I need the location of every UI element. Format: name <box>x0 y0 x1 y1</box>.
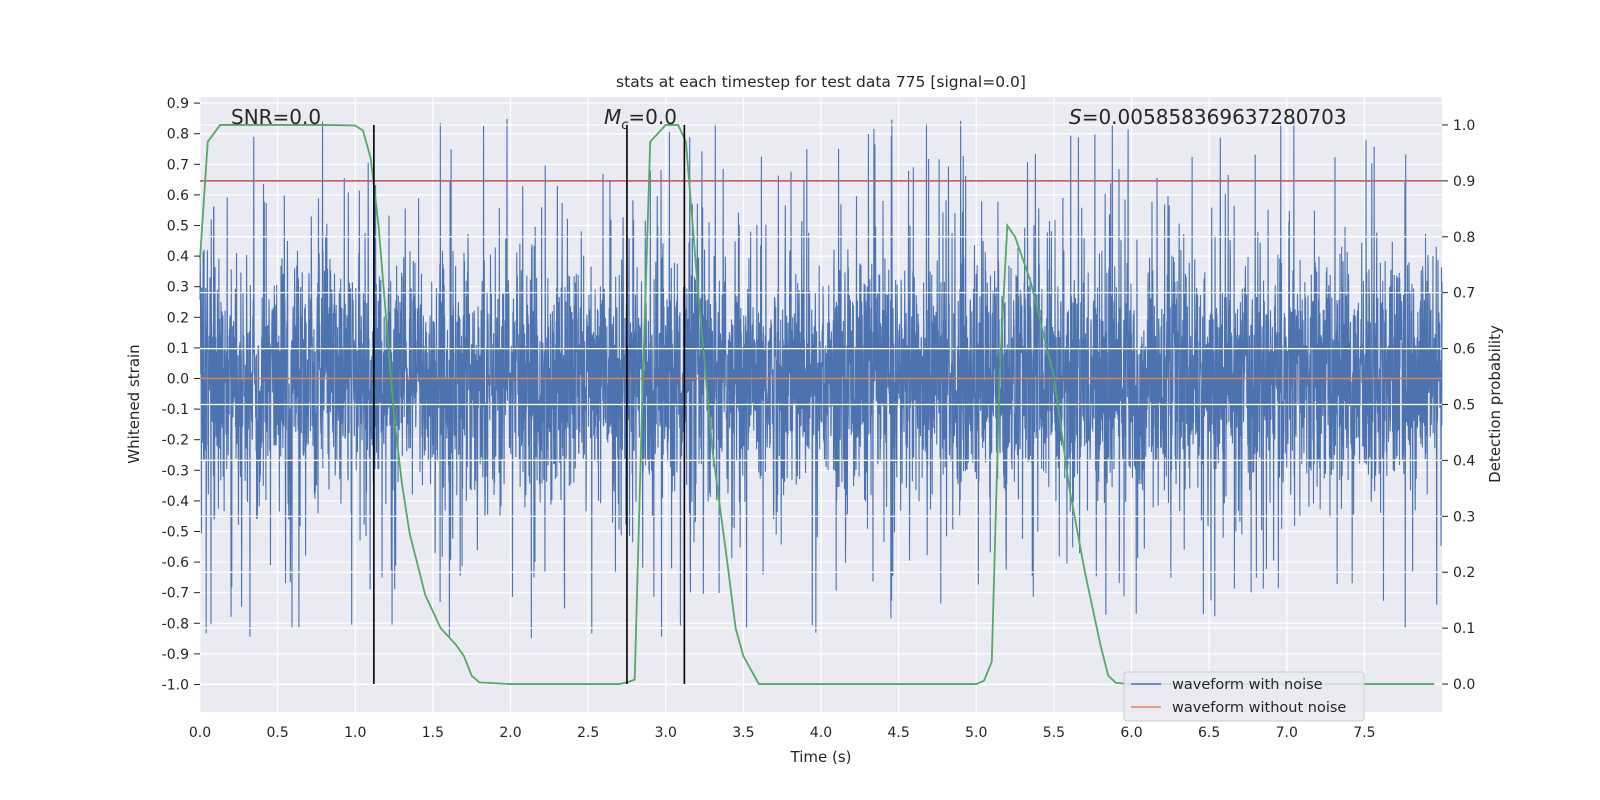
x-tick-label: 6.5 <box>1198 725 1220 741</box>
x-tick-label: 3.0 <box>655 725 677 741</box>
y-tick-label: 0.9 <box>167 96 189 112</box>
x-tick-label: 4.5 <box>887 725 909 741</box>
y-tick-label: 0.7 <box>167 157 189 173</box>
y2-tick-label: 0.1 <box>1453 621 1475 637</box>
y2-tick-label: 0.4 <box>1453 453 1475 469</box>
x-tick-label: 7.0 <box>1276 725 1298 741</box>
y2-tick-label: 0.0 <box>1453 677 1475 693</box>
y-tick-label: 0.8 <box>167 127 189 143</box>
chirp-mass-annotation: Mc=0.0 <box>604 105 677 133</box>
y-tick-label: -0.6 <box>162 555 189 571</box>
y2-tick-label: 0.6 <box>1453 342 1475 358</box>
y-tick-label: 0.3 <box>167 280 189 296</box>
noisy-waveform-line <box>199 119 1443 639</box>
s-annotation: S=0.005858369637280703 <box>1069 105 1347 129</box>
y2-tick-label: 0.2 <box>1453 565 1475 581</box>
y2-tick-label: 1.0 <box>1453 118 1475 134</box>
y-tick-label: -0.1 <box>162 402 189 418</box>
mc-symbol: M <box>604 105 621 129</box>
x-tick-label: 4.0 <box>810 725 832 741</box>
y2-tick-label: 0.8 <box>1453 230 1475 246</box>
mc-subscript: c <box>621 118 628 133</box>
legend: waveform with noise waveform without noi… <box>1123 671 1365 722</box>
x-tick-label: 7.5 <box>1353 725 1375 741</box>
mc-value: =0.0 <box>628 105 677 129</box>
legend-label-clean: waveform without noise <box>1172 700 1346 716</box>
y-tick-label: -1.0 <box>162 677 189 693</box>
y-tick-label: 0.5 <box>167 219 189 235</box>
s-value: =0.005858369637280703 <box>1082 105 1347 129</box>
y-tick-label: -0.7 <box>162 586 189 602</box>
y-tick-label: 0.0 <box>167 371 189 387</box>
x-tick-label: 5.5 <box>1043 725 1065 741</box>
x-tick-label: 3.5 <box>732 725 754 741</box>
y2-tick-label: 0.9 <box>1453 174 1475 190</box>
x-tick-label: 6.0 <box>1120 725 1142 741</box>
y-tick-label: -0.9 <box>162 647 189 663</box>
chart-title: stats at each timestep for test data 775… <box>616 73 1026 91</box>
y-tick-label: 0.6 <box>167 188 189 204</box>
x-tick-label: 5.0 <box>965 725 987 741</box>
x-tick-label: 0.5 <box>266 725 288 741</box>
legend-label-noise: waveform with noise <box>1172 677 1323 693</box>
x-tick-label: 1.5 <box>422 725 444 741</box>
x-tick-label: 1.0 <box>344 725 366 741</box>
snr-annotation: SNR=0.0 <box>231 105 321 129</box>
y2-tick-label: 0.7 <box>1453 286 1475 302</box>
x-tick-label: 2.0 <box>499 725 521 741</box>
y-tick-label: -0.8 <box>162 616 189 632</box>
y-tick-label: -0.4 <box>162 494 189 510</box>
y-axis-label: Whitened strain <box>125 344 143 463</box>
y-tick-label: 0.2 <box>167 310 189 326</box>
x-tick-label: 2.5 <box>577 725 599 741</box>
s-symbol: S <box>1069 105 1082 129</box>
y-tick-label: 0.4 <box>167 249 189 265</box>
legend-box <box>1123 671 1365 722</box>
y2-axis-label: Detection probability <box>1486 325 1504 483</box>
x-axis-label: Time (s) <box>790 748 852 766</box>
y2-tick-label: 0.3 <box>1453 509 1475 525</box>
x-tick-label: 0.0 <box>189 725 211 741</box>
y-tick-label: -0.3 <box>162 463 189 479</box>
y-tick-label: 0.1 <box>167 341 189 357</box>
y-tick-label: -0.5 <box>162 524 189 540</box>
y-tick-label: -0.2 <box>162 433 189 449</box>
y2-tick-label: 0.5 <box>1453 398 1475 414</box>
